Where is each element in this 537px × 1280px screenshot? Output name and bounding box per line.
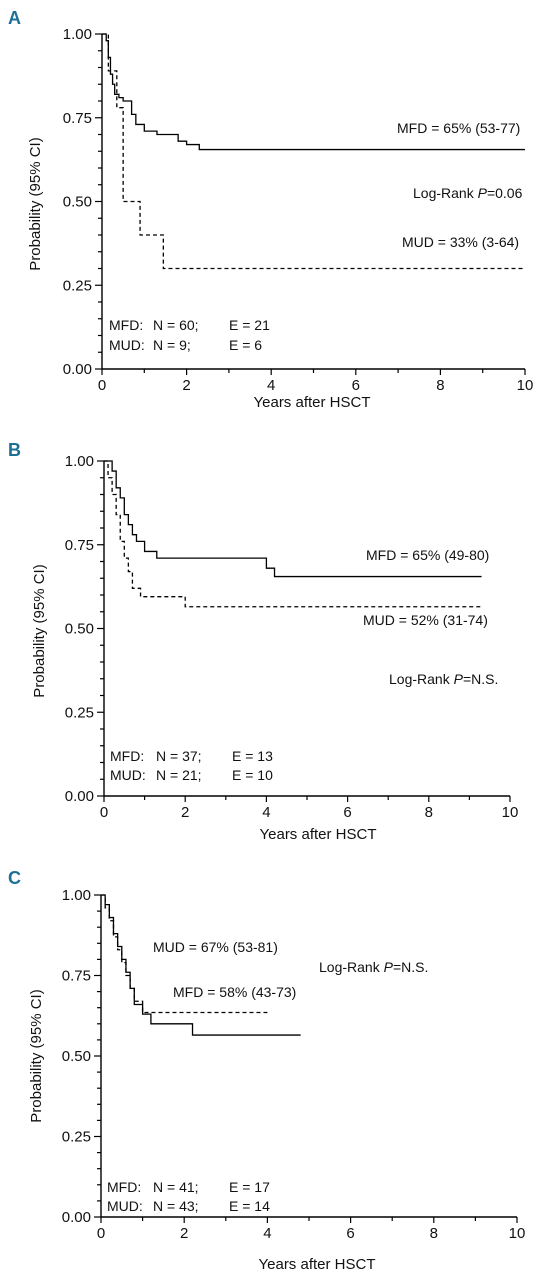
x-tick-label: 0 bbox=[97, 1225, 105, 1242]
svg-text:E = 17: E = 17 bbox=[229, 1179, 270, 1195]
logrank-label: Log-Rank P=N.S. bbox=[389, 671, 498, 687]
svg-text:N = 21;: N = 21; bbox=[156, 767, 202, 783]
curves bbox=[101, 894, 301, 1036]
y-tick-label: 0.00 bbox=[65, 788, 94, 805]
svg-text:MUD:: MUD: bbox=[109, 337, 145, 353]
x-tick-label: 4 bbox=[262, 804, 270, 821]
axes: 0 2 4 6 8 10 0.00 0.25 0.50 0.75 1.00 bbox=[62, 887, 526, 1242]
mud-counts: MUD: N = 9; E = 6 bbox=[109, 337, 262, 353]
mfd-counts: MFD: N = 60; E = 21 bbox=[109, 317, 270, 333]
svg-text:N = 41;: N = 41; bbox=[153, 1179, 199, 1195]
y-tick-label: 0.25 bbox=[65, 704, 94, 721]
svg-text:MUD:: MUD: bbox=[107, 1198, 143, 1214]
y-tick-label: 0.50 bbox=[65, 621, 94, 638]
y-axis-title: Probability (95% CI) bbox=[27, 137, 44, 270]
svg-text:MFD:: MFD: bbox=[107, 1179, 141, 1195]
y-axis-title: Probability (95% CI) bbox=[28, 989, 45, 1122]
mfd-curve bbox=[104, 460, 482, 578]
svg-text:E = 10: E = 10 bbox=[232, 767, 273, 783]
mfd-curve bbox=[101, 894, 301, 1036]
x-tick-label: 8 bbox=[436, 377, 444, 394]
y-tick-label: 1.00 bbox=[62, 887, 91, 904]
svg-text:MFD:: MFD: bbox=[109, 317, 143, 333]
svg-text:N = 43;: N = 43; bbox=[153, 1198, 199, 1214]
panel-label: C bbox=[8, 868, 21, 888]
x-axis-title: Years after HSCT bbox=[254, 394, 371, 411]
y-tick-label: 0.25 bbox=[62, 1129, 91, 1146]
svg-text:MUD:: MUD: bbox=[110, 767, 146, 783]
axes: 0 2 4 6 8 10 0.00 0.25 0.50 0.75 1.00 bbox=[63, 26, 534, 394]
y-axis-title: Probability (95% CI) bbox=[31, 564, 48, 697]
y-tick-label: 0.00 bbox=[63, 361, 92, 378]
x-tick-label: 8 bbox=[430, 1225, 438, 1242]
y-tick-label: 0.00 bbox=[62, 1209, 91, 1226]
y-tick-label: 0.50 bbox=[62, 1048, 91, 1065]
mud-counts: MUD: N = 21; E = 10 bbox=[110, 767, 273, 783]
svg-text:E = 21: E = 21 bbox=[229, 317, 270, 333]
mud-curve bbox=[102, 33, 525, 270]
mfd-curve bbox=[102, 33, 525, 151]
svg-text:MFD:: MFD: bbox=[110, 748, 144, 764]
x-tick-label: 0 bbox=[98, 377, 106, 394]
x-tick-label: 4 bbox=[263, 1225, 271, 1242]
x-axis-title: Years after HSCT bbox=[259, 1256, 376, 1273]
mfd-counts: MFD: N = 41; E = 17 bbox=[107, 1179, 270, 1195]
x-tick-label: 8 bbox=[425, 804, 433, 821]
panel-b: B Probability (95% CI) Years after HSCT … bbox=[0, 424, 537, 850]
x-tick-label: 6 bbox=[346, 1225, 354, 1242]
panel-label: A bbox=[8, 8, 21, 28]
x-tick-label: 10 bbox=[502, 804, 519, 821]
mfd-counts: MFD: N = 37; E = 13 bbox=[110, 748, 273, 764]
mfd-estimate-label: MFD = 65% (49-80) bbox=[366, 547, 489, 563]
svg-text:N = 60;: N = 60; bbox=[153, 317, 199, 333]
x-tick-label: 10 bbox=[517, 377, 534, 394]
mfd-estimate-label: MFD = 58% (43-73) bbox=[173, 984, 296, 1000]
panel-a: A Probability (95% CI) Years after HSCT … bbox=[0, 0, 537, 420]
x-tick-label: 2 bbox=[181, 804, 189, 821]
y-tick-label: 0.75 bbox=[63, 110, 92, 127]
x-tick-label: 6 bbox=[343, 804, 351, 821]
x-tick-label: 0 bbox=[100, 804, 108, 821]
y-tick-label: 0.75 bbox=[62, 968, 91, 985]
y-tick-label: 1.00 bbox=[65, 453, 94, 470]
x-tick-label: 4 bbox=[267, 377, 275, 394]
x-tick-label: 2 bbox=[182, 377, 190, 394]
logrank-label: Log-Rank P=0.06 bbox=[413, 185, 523, 201]
mud-estimate-label: MUD = 52% (31-74) bbox=[363, 612, 488, 628]
x-axis-title: Years after HSCT bbox=[260, 826, 377, 843]
x-tick-label: 10 bbox=[509, 1225, 526, 1242]
svg-text:E = 6: E = 6 bbox=[229, 337, 262, 353]
mfd-estimate-label: MFD = 65% (53-77) bbox=[397, 120, 520, 136]
mud-estimate-label: MUD = 67% (53-81) bbox=[153, 939, 278, 955]
svg-text:N = 9;: N = 9; bbox=[153, 337, 191, 353]
curves bbox=[102, 33, 525, 270]
panel-label: B bbox=[8, 440, 21, 460]
logrank-label: Log-Rank P=N.S. bbox=[319, 959, 428, 975]
svg-text:E = 13: E = 13 bbox=[232, 748, 273, 764]
chart-c-svg: C Probability (95% CI) Years after HSCT … bbox=[8, 868, 526, 1273]
svg-text:N = 37;: N = 37; bbox=[156, 748, 202, 764]
mud-curve bbox=[101, 894, 268, 1014]
y-tick-label: 1.00 bbox=[63, 26, 92, 43]
y-tick-label: 0.50 bbox=[63, 194, 92, 211]
x-tick-label: 2 bbox=[180, 1225, 188, 1242]
svg-text:E = 14: E = 14 bbox=[229, 1198, 270, 1214]
panel-c: C Probability (95% CI) Years after HSCT … bbox=[0, 855, 537, 1280]
chart-b-svg: B Probability (95% CI) Years after HSCT … bbox=[8, 440, 519, 843]
y-tick-label: 0.75 bbox=[65, 537, 94, 554]
y-tick-label: 0.25 bbox=[63, 277, 92, 294]
curves bbox=[104, 460, 482, 608]
axes: 0 2 4 6 8 10 0.00 0.25 0.50 0.75 1.00 bbox=[65, 453, 519, 821]
chart-a-svg: A Probability (95% CI) Years after HSCT … bbox=[8, 8, 534, 411]
x-tick-label: 6 bbox=[352, 377, 360, 394]
mud-curve bbox=[104, 460, 482, 608]
mud-counts: MUD: N = 43; E = 14 bbox=[107, 1198, 270, 1214]
mud-estimate-label: MUD = 33% (3-64) bbox=[402, 234, 519, 250]
